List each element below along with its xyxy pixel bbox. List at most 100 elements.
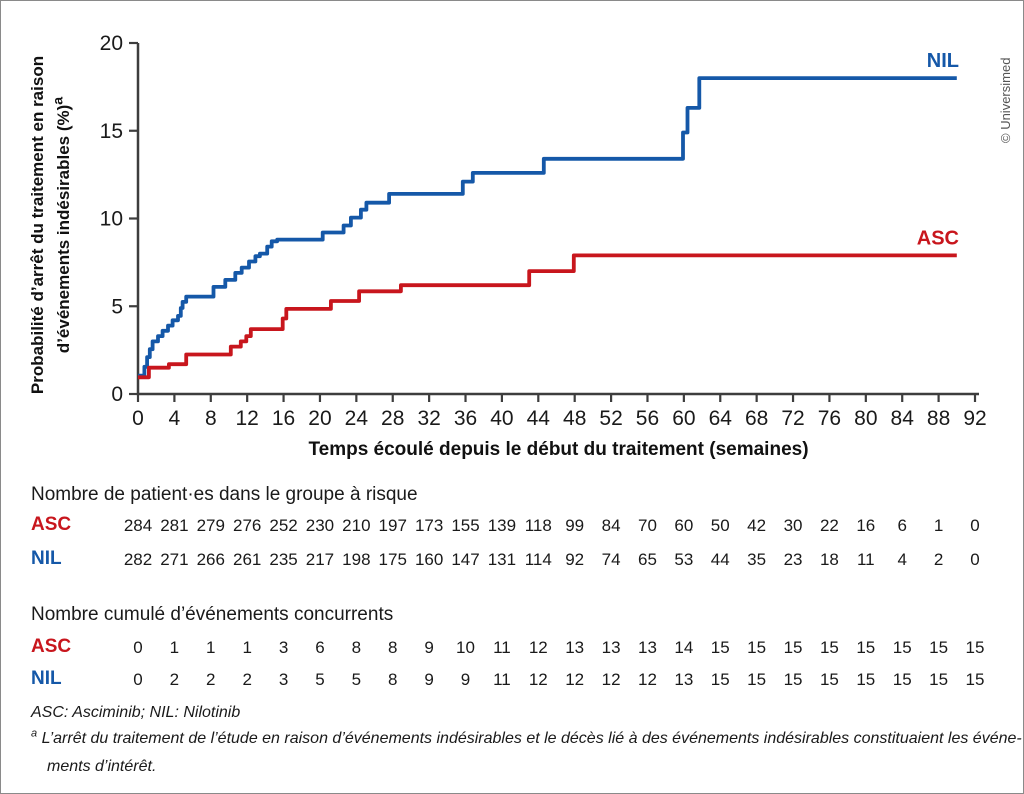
- y-tick-label: 15: [100, 120, 123, 143]
- footnote-marker: a: [31, 727, 38, 740]
- y-axis-title-superscript: a: [50, 96, 67, 105]
- axis-lines: [136, 43, 979, 396]
- cumulative-events-value: 15: [892, 638, 912, 657]
- at-risk-value: 16: [856, 516, 876, 535]
- at-risk-value: 131: [487, 550, 517, 569]
- cumulative-events-value: 15: [856, 670, 876, 689]
- at-risk-value: 252: [269, 516, 298, 535]
- at-risk-value: 175: [378, 550, 407, 569]
- footnote-note-line1: a L’arrêt du traitement de l’étude en ra…: [31, 727, 1022, 747]
- at-risk-value: 35: [747, 550, 767, 569]
- at-risk-value: 217: [305, 550, 335, 569]
- asc-curve: [138, 253, 957, 380]
- x-tick-label: 52: [599, 407, 622, 430]
- at-risk-value: 99: [565, 516, 585, 535]
- at-risk-value: 198: [342, 550, 371, 569]
- cumulative-events-value: 15: [965, 670, 985, 689]
- cumulative-events-value: 8: [388, 638, 398, 657]
- cumulative-events-value: 14: [674, 638, 694, 657]
- x-tick-label: 40: [490, 407, 513, 430]
- cumulative-events-value: 6: [315, 638, 325, 657]
- at-risk-value: 23: [783, 550, 803, 569]
- y-axis-title: Probabilité d’arrêt du traitement en rai…: [25, 25, 81, 425]
- y-axis-title-line1: Probabilité d’arrêt du traitement en rai…: [28, 55, 47, 395]
- x-tick-label: 16: [272, 407, 295, 430]
- at-risk-value: 50: [710, 516, 730, 535]
- at-risk-value: 147: [451, 550, 480, 569]
- cumulative-events-value: 15: [783, 670, 803, 689]
- at-risk-value: 60: [674, 516, 694, 535]
- x-tick-label: 68: [745, 407, 768, 430]
- cumulative-events-value: 15: [783, 638, 803, 657]
- x-tick-label: 60: [672, 407, 695, 430]
- y-tick-label: 0: [111, 383, 123, 406]
- x-tick-label: 72: [781, 407, 804, 430]
- at-risk-value: 210: [342, 516, 371, 535]
- x-tick-label: 80: [854, 407, 877, 430]
- events-table-title: Nombre cumulé d’événements concurrents: [31, 604, 394, 625]
- cumulative-events-value: 9: [424, 670, 434, 689]
- at-risk-value: 155: [451, 516, 480, 535]
- at-risk-value: 0: [970, 516, 980, 535]
- nil-curve: [138, 76, 957, 378]
- cumulative-events-value: 15: [747, 670, 767, 689]
- cumulative-events-value: 3: [278, 670, 289, 689]
- x-tick-label: 28: [381, 407, 404, 430]
- x-tick-label: 36: [454, 407, 477, 430]
- cumulative-events-value: 5: [315, 670, 325, 689]
- cumulative-events-value: 12: [565, 670, 585, 689]
- cumulative-events-value: 2: [169, 670, 180, 689]
- cumulative-events-value: 13: [601, 638, 621, 657]
- at-risk-value: 266: [196, 550, 225, 569]
- cumulative-events-value: 15: [710, 670, 730, 689]
- cumulative-events-value: 15: [819, 670, 839, 689]
- at-risk-value: 173: [414, 516, 444, 535]
- at-risk-value: 160: [414, 550, 444, 569]
- events-row-label-nil: NIL: [31, 668, 62, 689]
- at-risk-value: 6: [897, 516, 907, 535]
- at-risk-value: 30: [783, 516, 803, 535]
- cumulative-events-value: 1: [169, 638, 180, 657]
- cumulative-events-value: 15: [856, 638, 876, 657]
- x-tick-label: 4: [169, 407, 181, 430]
- x-tick-label: 0: [132, 407, 144, 430]
- cumulative-events-value: 8: [351, 638, 362, 657]
- cumulative-events-value: 15: [929, 670, 949, 689]
- at-risk-value: 44: [710, 550, 730, 569]
- at-risk-value: 70: [638, 516, 657, 535]
- cumulative-events-value: 15: [965, 638, 985, 657]
- at-risk-value: 18: [819, 550, 839, 569]
- cumulative-events-value: 8: [388, 670, 398, 689]
- x-tick-label: 32: [417, 407, 440, 430]
- x-tick-label: 76: [818, 407, 841, 430]
- cumulative-events-value: 13: [638, 638, 657, 657]
- at-risk-value: 276: [232, 516, 262, 535]
- cumulative-events-value: 9: [424, 638, 434, 657]
- series-label-nil: NIL: [927, 50, 959, 72]
- at-risk-value: 139: [487, 516, 517, 535]
- at-risk-value: 65: [638, 550, 657, 569]
- risk-table-title: Nombre de patient·es dans le groupe à ri…: [31, 484, 418, 505]
- cumulative-events-value: 15: [710, 638, 730, 657]
- cumulative-events-value: 11: [493, 670, 511, 689]
- cumulative-events-value: 13: [565, 638, 585, 657]
- cumulative-events-value: 12: [638, 670, 657, 689]
- at-risk-value: 1: [933, 516, 944, 535]
- cumulative-events-value: 2: [206, 670, 216, 689]
- at-risk-value: 197: [378, 516, 407, 535]
- series-label-asc: ASC: [917, 227, 959, 249]
- cumulative-events-value: 9: [460, 670, 471, 689]
- events-row-label-asc: ASC: [31, 636, 72, 657]
- at-risk-value: 42: [747, 516, 767, 535]
- x-tick-label: 88: [927, 407, 950, 430]
- at-risk-value: 271: [160, 550, 189, 569]
- x-tick-label: 24: [345, 407, 369, 430]
- y-tick-label: 20: [100, 32, 123, 55]
- at-risk-value: 53: [674, 550, 694, 569]
- x-tick-label: 84: [891, 407, 915, 430]
- at-risk-value: 279: [196, 516, 225, 535]
- y-tick-label: 10: [100, 208, 123, 231]
- footnote-note-line2: ments d’intérêt.: [47, 758, 157, 775]
- cumulative-events-value: 0: [133, 670, 143, 689]
- x-axis-title: Temps écoulé depuis le début du traiteme…: [308, 439, 809, 460]
